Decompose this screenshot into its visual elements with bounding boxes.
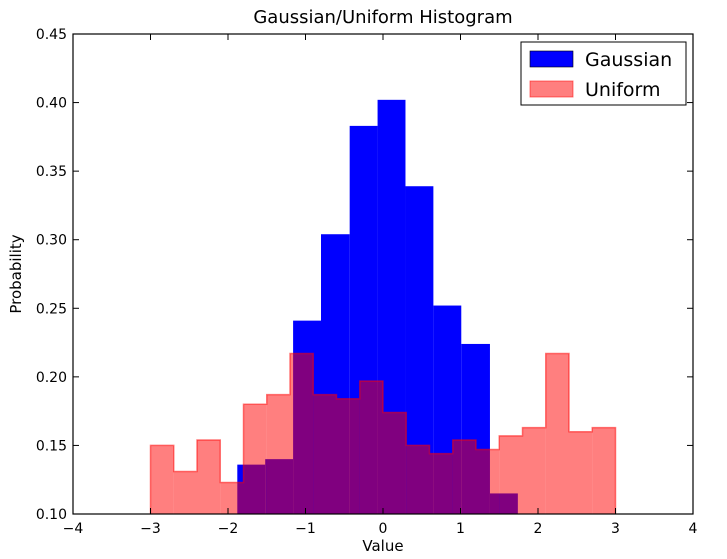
y-tick-label: 0.20 bbox=[36, 370, 67, 386]
ticks-layer: −4 −3 −2 −1 0 1 2 3 4 0.10 0.15 0.20 0.25 0.30 0.35 0.4… bbox=[36, 27, 698, 537]
legend-swatch-gaussian bbox=[529, 50, 574, 68]
uniform-bar bbox=[499, 435, 523, 514]
uniform-bar bbox=[452, 439, 476, 514]
legend: Gaussian Uniform bbox=[520, 41, 687, 106]
chart-title: Gaussian/Uniform Histogram bbox=[253, 7, 512, 28]
uniform-bar bbox=[243, 404, 267, 514]
x-tick-label: 3 bbox=[611, 521, 620, 537]
x-tick-label: 0 bbox=[379, 521, 388, 537]
legend-label-uniform: Uniform bbox=[585, 79, 661, 101]
uniform-bar bbox=[383, 412, 407, 514]
uniform-outline bbox=[149, 352, 617, 514]
plot-area: −4 −3 −2 −1 0 1 2 3 4 0.10 0.15 0.20 0.25 0.30 0.35 0.4… bbox=[36, 27, 698, 537]
uniform-bar bbox=[476, 449, 500, 514]
x-tick-label: −3 bbox=[140, 521, 161, 537]
y-tick-label: 0.45 bbox=[36, 27, 67, 43]
uniform-bar bbox=[313, 394, 337, 514]
x-tick-label: −1 bbox=[295, 521, 316, 537]
x-axis-title: Value bbox=[362, 537, 403, 555]
y-tick-label: 0.35 bbox=[36, 164, 67, 180]
x-tick-label: −2 bbox=[218, 521, 239, 537]
uniform-bar bbox=[220, 482, 244, 514]
uniform-bar bbox=[266, 394, 290, 514]
y-tick-label: 0.10 bbox=[36, 507, 67, 523]
uniform-bar bbox=[522, 427, 546, 514]
uniform-bar bbox=[173, 471, 197, 514]
x-tick-label: −4 bbox=[63, 521, 84, 537]
y-tick-label: 0.30 bbox=[36, 233, 67, 249]
x-tick-label: 4 bbox=[689, 521, 698, 537]
uniform-bar bbox=[569, 431, 593, 514]
uniform-bar bbox=[429, 453, 453, 514]
uniform-bar bbox=[545, 353, 569, 514]
y-tick-label: 0.25 bbox=[36, 301, 67, 317]
legend-swatch-uniform bbox=[529, 80, 574, 98]
x-tick-label: 1 bbox=[456, 521, 465, 537]
y-tick-label: 0.15 bbox=[36, 438, 67, 454]
legend-label-gaussian: Gaussian bbox=[585, 49, 672, 71]
y-axis-title: Probability bbox=[7, 234, 25, 313]
uniform-bar bbox=[406, 445, 430, 514]
uniform-bar bbox=[592, 427, 616, 514]
uniform-bar bbox=[290, 353, 314, 514]
x-tick-label: 2 bbox=[534, 521, 543, 537]
uniform-bar bbox=[197, 439, 221, 514]
y-tick-label: 0.40 bbox=[36, 96, 67, 112]
uniform-bar bbox=[150, 445, 174, 514]
bars-layer bbox=[149, 99, 617, 514]
uniform-bar bbox=[336, 398, 360, 514]
uniform-bar bbox=[359, 380, 383, 514]
